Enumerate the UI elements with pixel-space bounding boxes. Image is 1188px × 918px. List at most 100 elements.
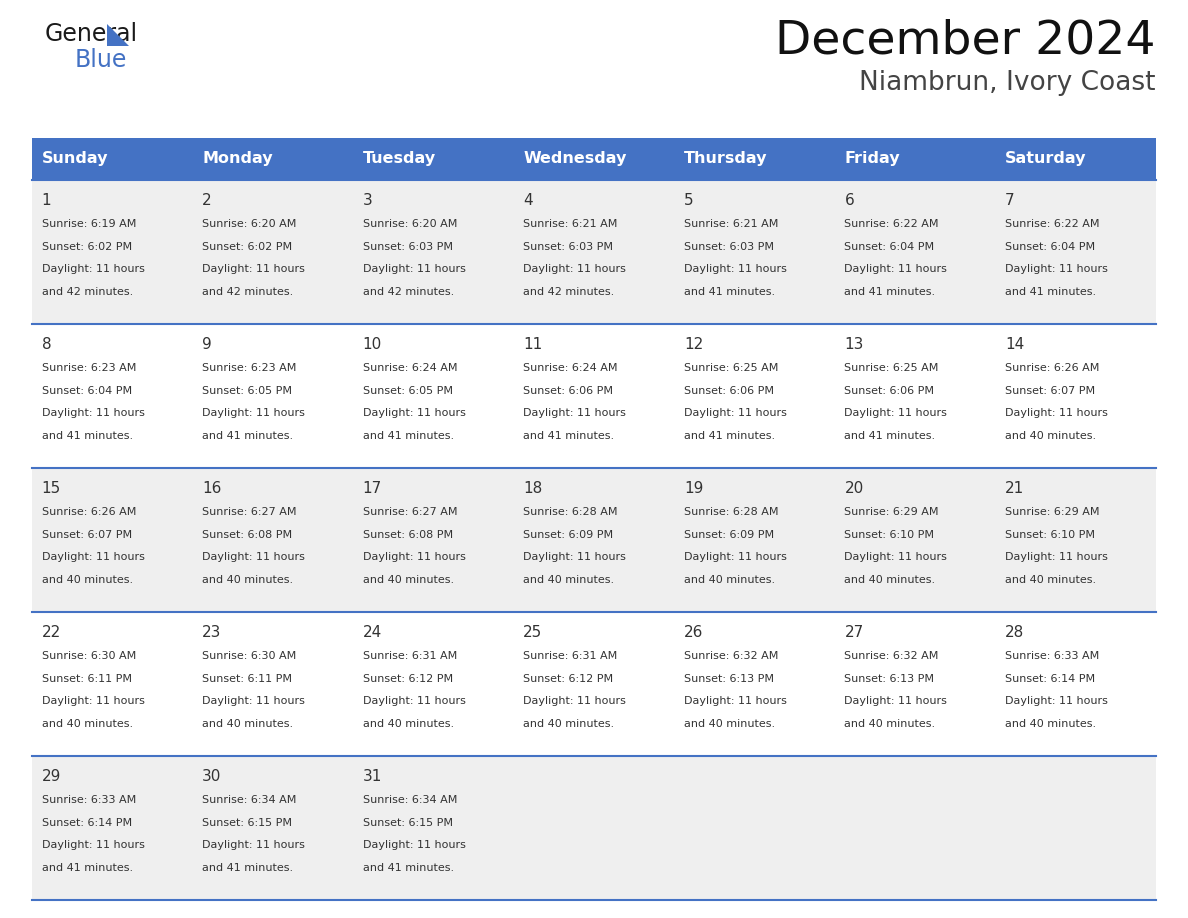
Text: Sunset: 6:08 PM: Sunset: 6:08 PM: [362, 530, 453, 540]
Bar: [513, 756, 675, 900]
Bar: [353, 612, 513, 756]
Text: Sunrise: 6:27 AM: Sunrise: 6:27 AM: [202, 507, 297, 517]
Text: Daylight: 11 hours: Daylight: 11 hours: [684, 697, 786, 706]
Bar: [192, 138, 353, 180]
Text: Sunset: 6:09 PM: Sunset: 6:09 PM: [684, 530, 775, 540]
Text: Sunrise: 6:32 AM: Sunrise: 6:32 AM: [845, 651, 939, 661]
Bar: [192, 324, 353, 468]
Text: Sunset: 6:06 PM: Sunset: 6:06 PM: [524, 386, 613, 396]
Bar: [192, 180, 353, 324]
Text: and 40 minutes.: and 40 minutes.: [42, 576, 133, 585]
Text: Sunset: 6:03 PM: Sunset: 6:03 PM: [362, 241, 453, 252]
Text: 29: 29: [42, 769, 61, 784]
Bar: [353, 756, 513, 900]
Text: 5: 5: [684, 193, 694, 208]
Text: Daylight: 11 hours: Daylight: 11 hours: [42, 264, 145, 274]
Text: Daylight: 11 hours: Daylight: 11 hours: [42, 409, 145, 419]
Text: and 40 minutes.: and 40 minutes.: [845, 576, 936, 585]
Text: Sunrise: 6:28 AM: Sunrise: 6:28 AM: [524, 507, 618, 517]
Text: 31: 31: [362, 769, 383, 784]
Text: Daylight: 11 hours: Daylight: 11 hours: [202, 409, 305, 419]
Text: and 41 minutes.: and 41 minutes.: [1005, 287, 1097, 297]
Text: and 40 minutes.: and 40 minutes.: [202, 576, 293, 585]
Text: Sunrise: 6:19 AM: Sunrise: 6:19 AM: [42, 218, 135, 229]
Text: and 42 minutes.: and 42 minutes.: [362, 287, 454, 297]
Text: Sunset: 6:06 PM: Sunset: 6:06 PM: [684, 386, 773, 396]
Text: Daylight: 11 hours: Daylight: 11 hours: [1005, 264, 1108, 274]
Text: Sunrise: 6:33 AM: Sunrise: 6:33 AM: [1005, 651, 1099, 661]
Text: Sunrise: 6:24 AM: Sunrise: 6:24 AM: [362, 363, 457, 373]
Bar: [835, 180, 996, 324]
Bar: [835, 468, 996, 612]
Text: Daylight: 11 hours: Daylight: 11 hours: [524, 409, 626, 419]
Text: Sunrise: 6:29 AM: Sunrise: 6:29 AM: [845, 507, 939, 517]
Text: Monday: Monday: [202, 151, 273, 166]
Text: Sunrise: 6:31 AM: Sunrise: 6:31 AM: [524, 651, 618, 661]
Bar: [32, 324, 192, 468]
Text: Sunset: 6:05 PM: Sunset: 6:05 PM: [202, 386, 292, 396]
Text: Daylight: 11 hours: Daylight: 11 hours: [362, 409, 466, 419]
Text: and 41 minutes.: and 41 minutes.: [42, 863, 133, 873]
Text: December 2024: December 2024: [776, 18, 1156, 63]
Text: 30: 30: [202, 769, 222, 784]
Polygon shape: [107, 24, 129, 46]
Bar: [835, 138, 996, 180]
Text: Sunset: 6:13 PM: Sunset: 6:13 PM: [684, 674, 773, 684]
Text: and 41 minutes.: and 41 minutes.: [684, 431, 775, 442]
Text: 21: 21: [1005, 481, 1024, 496]
Text: Daylight: 11 hours: Daylight: 11 hours: [684, 264, 786, 274]
Text: 2: 2: [202, 193, 211, 208]
Text: Daylight: 11 hours: Daylight: 11 hours: [524, 697, 626, 706]
Bar: [513, 180, 675, 324]
Text: and 40 minutes.: and 40 minutes.: [362, 719, 454, 729]
Text: Sunrise: 6:31 AM: Sunrise: 6:31 AM: [362, 651, 457, 661]
Text: Sunset: 6:03 PM: Sunset: 6:03 PM: [524, 241, 613, 252]
Text: 10: 10: [362, 337, 383, 352]
Text: Saturday: Saturday: [1005, 151, 1087, 166]
Text: Sunrise: 6:25 AM: Sunrise: 6:25 AM: [684, 363, 778, 373]
Bar: [835, 612, 996, 756]
Text: Sunrise: 6:23 AM: Sunrise: 6:23 AM: [42, 363, 135, 373]
Text: Sunrise: 6:24 AM: Sunrise: 6:24 AM: [524, 363, 618, 373]
Text: Daylight: 11 hours: Daylight: 11 hours: [202, 840, 305, 850]
Text: 13: 13: [845, 337, 864, 352]
Text: Sunset: 6:11 PM: Sunset: 6:11 PM: [42, 674, 132, 684]
Text: Sunrise: 6:22 AM: Sunrise: 6:22 AM: [1005, 218, 1100, 229]
Text: Sunset: 6:07 PM: Sunset: 6:07 PM: [42, 530, 132, 540]
Text: and 41 minutes.: and 41 minutes.: [524, 431, 614, 442]
Text: Sunrise: 6:23 AM: Sunrise: 6:23 AM: [202, 363, 297, 373]
Bar: [513, 612, 675, 756]
Text: Sunrise: 6:28 AM: Sunrise: 6:28 AM: [684, 507, 778, 517]
Text: Sunset: 6:04 PM: Sunset: 6:04 PM: [1005, 241, 1095, 252]
Text: Sunset: 6:09 PM: Sunset: 6:09 PM: [524, 530, 613, 540]
Text: Friday: Friday: [845, 151, 901, 166]
Text: Daylight: 11 hours: Daylight: 11 hours: [845, 697, 947, 706]
Text: 16: 16: [202, 481, 222, 496]
Text: Sunset: 6:12 PM: Sunset: 6:12 PM: [524, 674, 613, 684]
Text: Sunset: 6:04 PM: Sunset: 6:04 PM: [42, 386, 132, 396]
Text: Sunset: 6:10 PM: Sunset: 6:10 PM: [845, 530, 935, 540]
Bar: [353, 180, 513, 324]
Text: Sunrise: 6:20 AM: Sunrise: 6:20 AM: [202, 218, 297, 229]
Text: Sunset: 6:12 PM: Sunset: 6:12 PM: [362, 674, 453, 684]
Text: and 40 minutes.: and 40 minutes.: [362, 576, 454, 585]
Bar: [353, 324, 513, 468]
Text: Sunset: 6:10 PM: Sunset: 6:10 PM: [1005, 530, 1095, 540]
Text: Sunrise: 6:30 AM: Sunrise: 6:30 AM: [42, 651, 135, 661]
Bar: [675, 756, 835, 900]
Text: and 40 minutes.: and 40 minutes.: [845, 719, 936, 729]
Text: Sunset: 6:14 PM: Sunset: 6:14 PM: [1005, 674, 1095, 684]
Text: and 41 minutes.: and 41 minutes.: [362, 431, 454, 442]
Bar: [996, 324, 1156, 468]
Text: and 40 minutes.: and 40 minutes.: [684, 719, 775, 729]
Text: Sunset: 6:13 PM: Sunset: 6:13 PM: [845, 674, 935, 684]
Text: Sunrise: 6:22 AM: Sunrise: 6:22 AM: [845, 218, 939, 229]
Text: Sunset: 6:02 PM: Sunset: 6:02 PM: [202, 241, 292, 252]
Text: and 41 minutes.: and 41 minutes.: [202, 863, 293, 873]
Text: Sunday: Sunday: [42, 151, 108, 166]
Text: Daylight: 11 hours: Daylight: 11 hours: [1005, 553, 1108, 563]
Text: 26: 26: [684, 625, 703, 640]
Text: Daylight: 11 hours: Daylight: 11 hours: [42, 553, 145, 563]
Text: 22: 22: [42, 625, 61, 640]
Bar: [835, 324, 996, 468]
